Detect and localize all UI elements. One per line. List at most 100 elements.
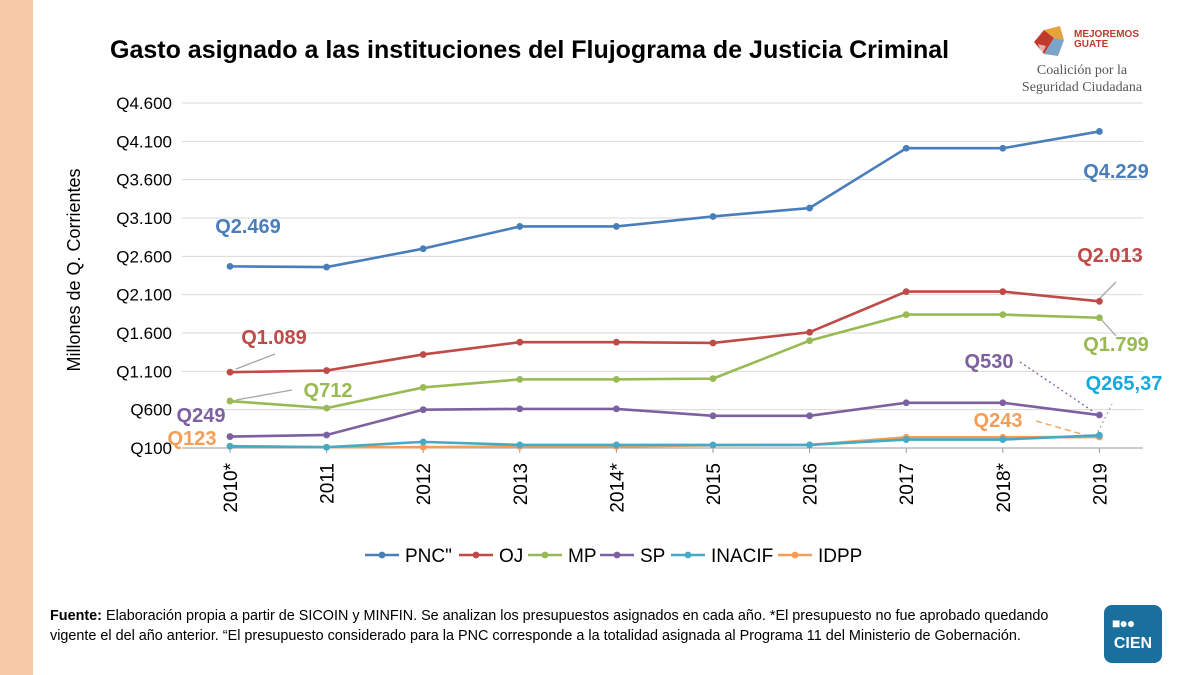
x-tick-label: 2015: [704, 463, 725, 505]
y-axis-label: Millones de Q. Corrientes: [64, 168, 84, 371]
data-point: [419, 351, 427, 358]
data-point: [226, 368, 234, 376]
source-text: Elaboración propia a partir de SICOIN y …: [50, 608, 1049, 644]
data-point: [323, 404, 330, 412]
data-point: [323, 263, 330, 271]
data-point: [999, 436, 1007, 443]
y-tick-label: Q600: [130, 401, 172, 420]
data-annotations: Q2.469 Q4.229 Q1.089 Q2.013 Q712 Q1.799 Q249 Q5…: [168, 161, 1163, 450]
data-point: [999, 399, 1007, 407]
data-point: [226, 433, 234, 440]
data-point: [806, 204, 813, 212]
data-point: [902, 288, 910, 295]
annotation-label: Q1.089: [241, 327, 307, 349]
data-point: [709, 412, 717, 420]
data-point: [226, 397, 234, 405]
legend-marker: [472, 551, 480, 559]
y-tick-label: Q2.600: [116, 247, 172, 266]
data-point: [323, 367, 330, 374]
side-band: [0, 0, 33, 675]
y-axis-ticks: Q100 Q600 Q1.100 Q1.600 Q2.100 Q2.600 Q3.100 Q3…: [116, 94, 172, 458]
leader-line: [235, 389, 293, 401]
coalition-line2: Seguridad Ciudadana: [1021, 80, 1143, 95]
data-point: [323, 443, 330, 451]
data-point: [613, 338, 620, 346]
data-point: [419, 384, 427, 391]
x-axis-ticks: 2010* 2011 2012 2013 2014* 2015 2016 2017 2018* 2…: [221, 462, 1111, 512]
data-point: [806, 412, 813, 420]
data-point: [999, 288, 1007, 295]
data-point: [226, 262, 234, 270]
x-tick-label: 2019: [1090, 463, 1111, 505]
leader-line: [1099, 317, 1117, 337]
cien-logo: ■●● CIEN: [1104, 605, 1162, 663]
annotation-label: Q712: [304, 380, 353, 402]
annotation-label: Q1.799: [1083, 334, 1149, 356]
coalition-logo-text: Coalición por la Seguridad Ciudadana: [1012, 62, 1152, 96]
y-tick-label: Q3.600: [116, 171, 172, 190]
leader-line: [1097, 403, 1113, 433]
data-point: [806, 441, 813, 449]
y-tick-label: Q1.600: [116, 324, 172, 343]
mejoremos-guate-logo: MEJOREMOS GUATE: [1030, 22, 1160, 62]
y-tick-label: Q2.100: [116, 286, 172, 305]
y-tick-label: Q4.100: [116, 132, 172, 151]
data-point: [613, 223, 620, 230]
data-point: [1096, 297, 1103, 305]
legend-label: SP: [640, 546, 665, 567]
series-line-mp: [229, 313, 1100, 410]
legend-marker: [684, 551, 692, 559]
coalition-line1: Coalición por la: [1036, 63, 1128, 78]
series-line-oj: [229, 290, 1100, 374]
data-point: [709, 213, 717, 220]
cien-logo-text: CIEN: [1113, 635, 1153, 652]
brand-line2: GUATE: [1074, 39, 1109, 50]
series-line-inacif: [229, 434, 1100, 449]
data-point: [709, 339, 717, 347]
data-point: [999, 311, 1007, 318]
brand-line1: MEJOREMOS: [1074, 29, 1140, 40]
legend-marker: [378, 551, 386, 559]
annotation-label: Q2.469: [215, 216, 281, 238]
x-tick-label: 2010*: [221, 462, 242, 512]
y-tick-label: Q4.600: [116, 94, 172, 113]
data-point: [999, 144, 1007, 152]
legend-marker: [791, 551, 799, 559]
x-tick-label: 2013: [511, 463, 532, 505]
data-point: [613, 375, 620, 383]
leader-line: [1035, 420, 1093, 438]
data-point: [902, 311, 910, 318]
data-point: [516, 375, 524, 383]
y-tick-label: Q100: [130, 439, 172, 458]
data-point: [226, 442, 234, 450]
data-point: [613, 405, 620, 413]
annotation-leaders: [235, 281, 1117, 438]
x-tick-label: 2014*: [607, 462, 628, 512]
data-point: [902, 144, 910, 152]
y-tick-label: Q3.100: [116, 209, 172, 228]
annotation-label: Q530: [965, 351, 1014, 373]
data-point: [709, 441, 717, 449]
legend: PNC" OJ MP SP INACIF IDPP: [365, 546, 862, 567]
series-line-pnc: [229, 130, 1100, 269]
data-point: [1096, 431, 1103, 439]
data-point: [323, 431, 330, 439]
source-label: Fuente:: [50, 608, 102, 624]
series-lines: [226, 128, 1103, 451]
data-point: [419, 245, 427, 253]
legend-label: IDPP: [818, 546, 862, 567]
leader-line: [235, 353, 276, 370]
data-point: [902, 399, 910, 407]
leader-line: [1019, 361, 1095, 413]
data-point: [1096, 314, 1103, 322]
data-point: [516, 338, 524, 346]
data-point: [1096, 411, 1103, 419]
legend-label: INACIF: [711, 546, 773, 567]
data-point: [516, 441, 524, 449]
annotation-label: Q4.229: [1083, 161, 1149, 183]
series-line-sp: [229, 401, 1100, 438]
annotation-label: Q249: [177, 405, 226, 427]
cien-logo-dots: ■●●: [1112, 615, 1135, 631]
legend-marker: [541, 551, 549, 559]
